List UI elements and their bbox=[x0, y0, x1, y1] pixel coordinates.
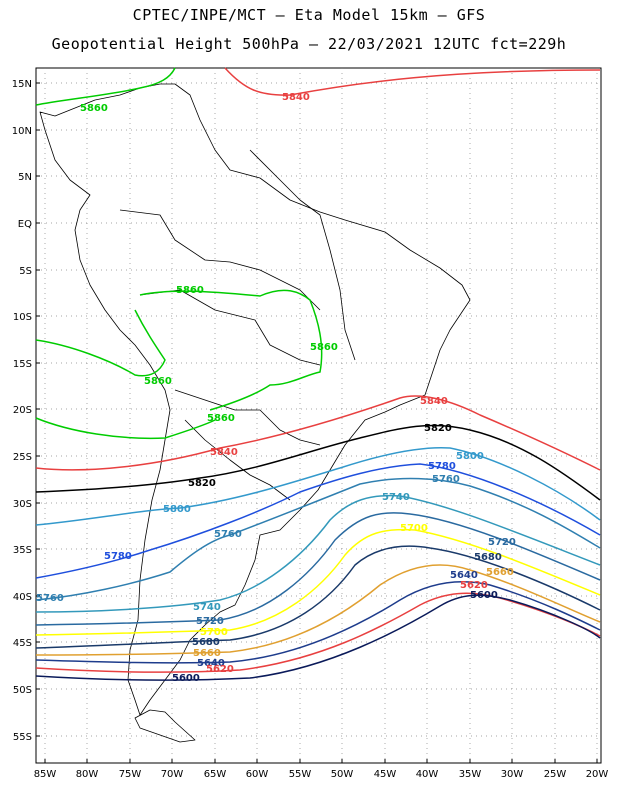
lon-label: 40W bbox=[416, 769, 439, 780]
contour-label-5820: 5820 bbox=[188, 478, 216, 489]
map-frame bbox=[35, 67, 602, 764]
lat-label: 15S bbox=[13, 359, 32, 370]
lat-label: 50S bbox=[13, 685, 32, 696]
contour-label-5660: 5660 bbox=[486, 567, 514, 578]
contour-label-5760: 5760 bbox=[36, 593, 64, 604]
lat-label: 5N bbox=[18, 172, 32, 183]
contour-5760 bbox=[35, 477, 601, 601]
contours bbox=[35, 67, 601, 681]
lon-label: 70W bbox=[161, 769, 184, 780]
lon-label: 60W bbox=[246, 769, 269, 780]
contour-label-5600: 5600 bbox=[470, 590, 498, 601]
lat-label: 5S bbox=[19, 266, 32, 277]
contour-5640 bbox=[35, 581, 601, 664]
lon-label: 45W bbox=[374, 769, 397, 780]
lon-label: 80W bbox=[76, 769, 99, 780]
contour-label-5640: 5640 bbox=[450, 570, 478, 581]
lat-label: 10N bbox=[12, 126, 32, 137]
lon-label: 85W bbox=[34, 769, 57, 780]
contour-label-5860: 5860 bbox=[80, 103, 108, 114]
contour-label-5860: 5860 bbox=[176, 285, 204, 296]
lat-label: 10S bbox=[13, 312, 32, 323]
contour-5860-west bbox=[35, 309, 166, 377]
contour-label-5680: 5680 bbox=[192, 637, 220, 648]
contour-label-5840: 5840 bbox=[420, 396, 448, 407]
contour-5800 bbox=[35, 446, 601, 526]
contour-5620 bbox=[35, 592, 601, 673]
contour-5720 bbox=[35, 512, 601, 626]
lon-label: 65W bbox=[204, 769, 227, 780]
tierra-del-fuego bbox=[134, 709, 196, 743]
contour-5780 bbox=[35, 463, 601, 579]
contour-label-5800: 5800 bbox=[163, 504, 191, 515]
lon-label: 30W bbox=[501, 769, 524, 780]
contour-label-5700: 5700 bbox=[200, 627, 228, 638]
lat-label: 30S bbox=[13, 499, 32, 510]
lat-label: 35S bbox=[13, 545, 32, 556]
lat-label: 40S bbox=[13, 592, 32, 603]
longitude-labels: 85W 80W 75W 70W 65W 60W 55W 50W 45W 40W … bbox=[34, 769, 609, 780]
coastlines bbox=[39, 83, 471, 743]
contour-label-5640: 5640 bbox=[197, 658, 225, 669]
map-title: CPTEC/INPE/MCT – Eta Model 15km – GFS bbox=[132, 6, 486, 24]
contour-5660 bbox=[35, 564, 601, 656]
lat-label: 15N bbox=[12, 79, 32, 90]
contour-5860-north bbox=[35, 67, 176, 106]
graticule bbox=[36, 68, 601, 763]
contour-label-5780: 5780 bbox=[104, 551, 132, 562]
contour-5860-central bbox=[139, 289, 323, 411]
contour-label-5720: 5720 bbox=[488, 537, 516, 548]
contour-5860-southwest bbox=[35, 417, 216, 440]
lon-label: 25W bbox=[544, 769, 567, 780]
lon-label: 35W bbox=[459, 769, 482, 780]
lon-label: 20W bbox=[586, 769, 609, 780]
border-south bbox=[174, 389, 321, 446]
lon-label: 75W bbox=[119, 769, 142, 780]
lat-label: 45S bbox=[13, 638, 32, 649]
contour-label-5860: 5860 bbox=[310, 342, 338, 353]
contour-5840-south bbox=[35, 395, 601, 471]
contour-label-5840: 5840 bbox=[282, 92, 310, 103]
contour-label-5840: 5840 bbox=[210, 447, 238, 458]
contour-5820 bbox=[35, 424, 601, 501]
border-central bbox=[139, 289, 321, 366]
border-north bbox=[119, 209, 321, 311]
contour-5680 bbox=[35, 545, 601, 649]
contour-label-5780: 5780 bbox=[428, 461, 456, 472]
contour-label-5800: 5800 bbox=[456, 451, 484, 462]
contour-label-5760: 5760 bbox=[432, 474, 460, 485]
contour-5840-north bbox=[224, 67, 601, 96]
lon-label: 55W bbox=[289, 769, 312, 780]
latitude-labels: 15N 10N 5N EQ 5S 10S 15S 20S 25S 30S 35S… bbox=[12, 79, 32, 743]
contour-label-5620: 5620 bbox=[460, 580, 488, 591]
contour-label-5680: 5680 bbox=[474, 552, 502, 563]
south-america-outline bbox=[39, 83, 471, 716]
contour-5600 bbox=[35, 594, 601, 681]
lat-label: 25S bbox=[13, 452, 32, 463]
contour-label-5700: 5700 bbox=[400, 523, 428, 534]
lat-label: EQ bbox=[18, 219, 32, 230]
contour-label-5620: 5620 bbox=[206, 664, 234, 675]
contour-label-5860: 5860 bbox=[207, 413, 235, 424]
contour-label-5600: 5600 bbox=[172, 673, 200, 684]
contour-label-5820: 5820 bbox=[424, 423, 452, 434]
contour-5740 bbox=[35, 494, 601, 613]
contour-labels: 5860 5860 5860 5860 5860 5840 5840 5840 … bbox=[36, 92, 516, 684]
border-brazil bbox=[249, 149, 356, 361]
contour-label-5760: 5760 bbox=[214, 529, 242, 540]
contour-label-5720: 5720 bbox=[196, 616, 224, 627]
axis-ticks bbox=[36, 82, 598, 763]
contour-label-5660: 5660 bbox=[193, 648, 221, 659]
contour-5700 bbox=[35, 528, 601, 636]
contour-label-5740: 5740 bbox=[382, 492, 410, 503]
contour-label-5860: 5860 bbox=[144, 376, 172, 387]
lat-label: 55S bbox=[13, 732, 32, 743]
contour-label-5740: 5740 bbox=[193, 602, 221, 613]
lon-label: 50W bbox=[331, 769, 354, 780]
map-subtitle: Geopotential Height 500hPa – 22/03/2021 … bbox=[51, 35, 567, 53]
lat-label: 20S bbox=[13, 405, 32, 416]
